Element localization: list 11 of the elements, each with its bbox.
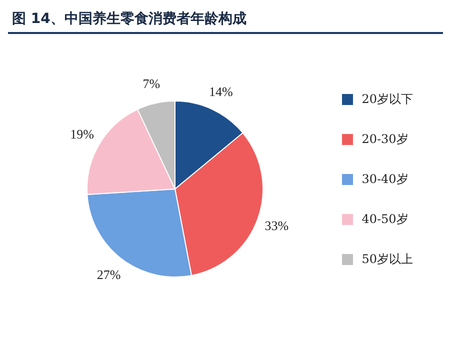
legend-label: 30-40岁 (362, 170, 408, 188)
data-label: 7% (142, 76, 160, 92)
data-label: 33% (264, 218, 289, 234)
legend-label: 20岁以下 (362, 90, 413, 108)
data-label: 27% (96, 266, 121, 282)
chart-title: 图 14、中国养生零食消费者年龄构成 (8, 8, 443, 34)
data-label: 14% (209, 84, 234, 99)
legend-label: 20-30岁 (362, 130, 408, 148)
data-label: 19% (70, 126, 94, 142)
legend-label: 40-50岁 (362, 210, 408, 228)
legend-label: 50岁以上 (362, 250, 413, 268)
